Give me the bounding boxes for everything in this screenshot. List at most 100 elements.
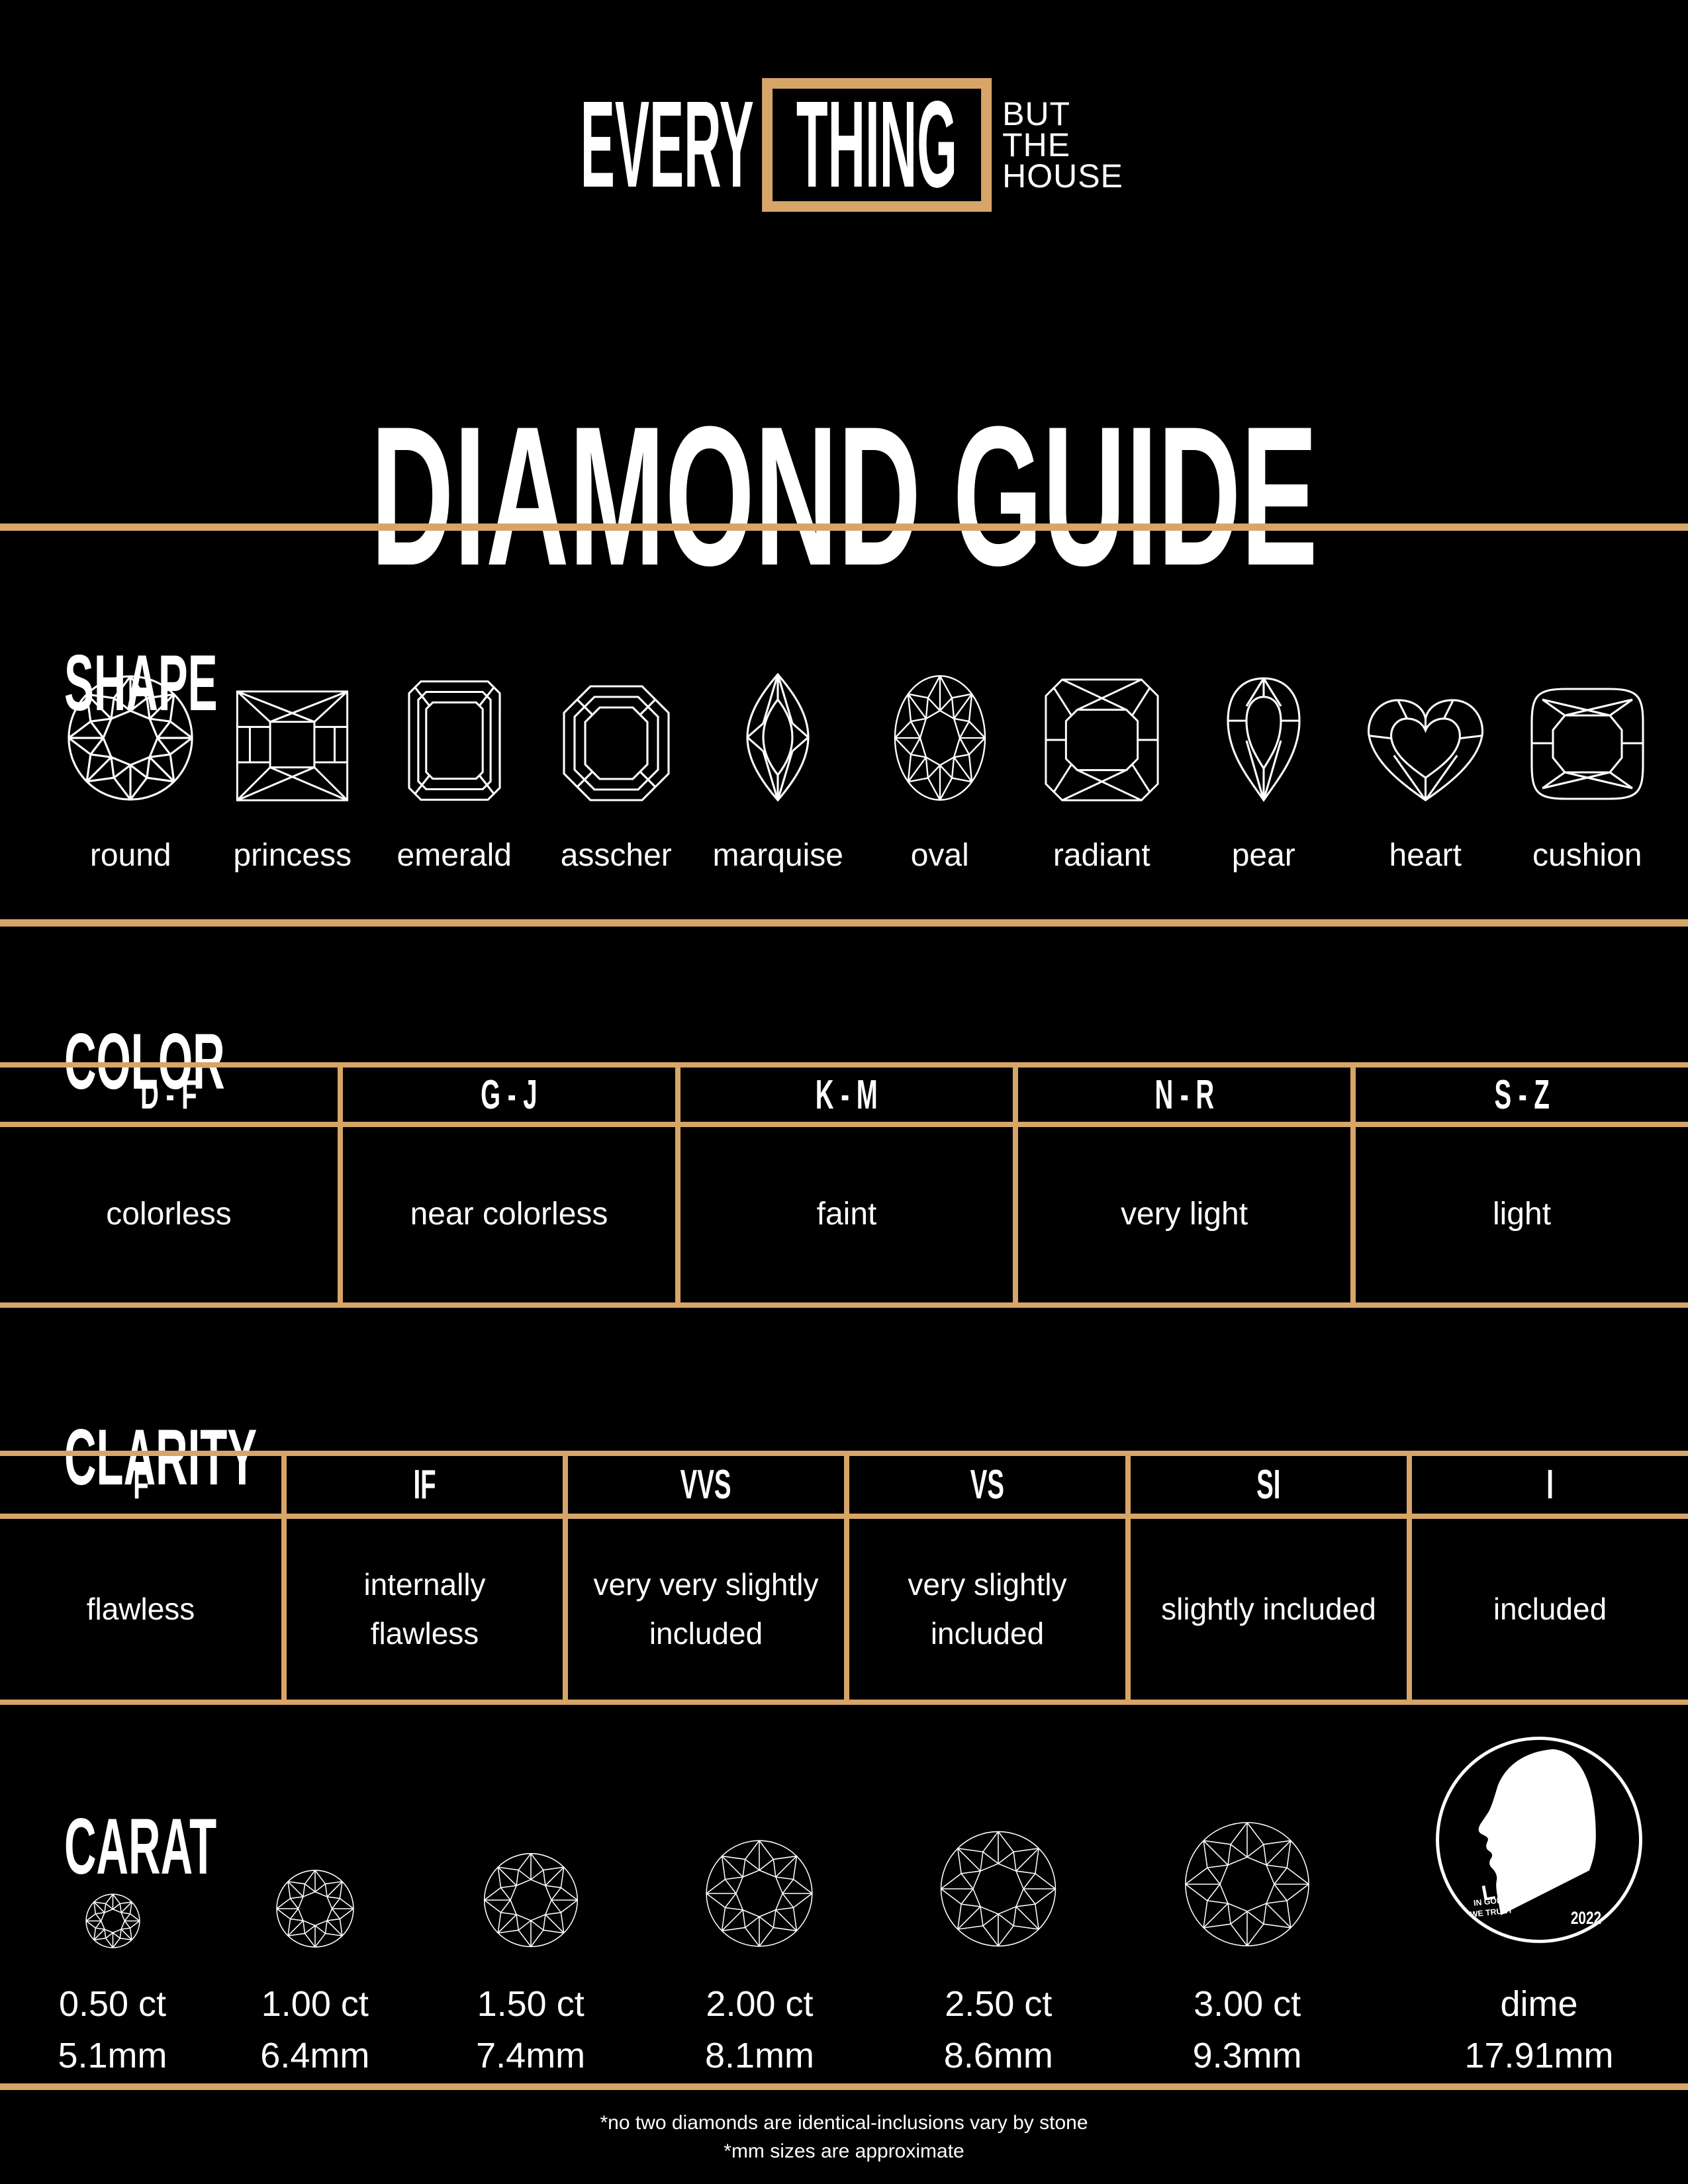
color-table-value-row: colorless near colorless faint very light li… <box>0 1127 1688 1302</box>
color-description: near colorless <box>410 1197 608 1232</box>
shape-label: radiant <box>1053 838 1150 873</box>
clarity-value-cell: flawless <box>0 1519 281 1700</box>
shape-icon-wrap <box>561 670 671 803</box>
color-header-cell: N - R <box>1013 1068 1350 1122</box>
logo-tagline: BUT THE HOUSE <box>1002 95 1123 195</box>
marquise-shape-icon <box>746 672 810 802</box>
logo-tagline-line: HOUSE <box>1002 157 1123 195</box>
asscher-shape-icon <box>563 685 670 801</box>
color-header-cell: D - F <box>0 1068 338 1122</box>
footnotes: *no two diamonds are identical-inclusion… <box>0 2109 1688 2165</box>
round-brilliant-shape-icon <box>276 1870 354 1948</box>
shape-label: emerald <box>397 838 512 873</box>
carat-weight-label: 0.50 ct <box>58 1984 167 2024</box>
color-header-cell: G - J <box>338 1068 675 1122</box>
clarity-grade: SI <box>1256 1462 1281 1508</box>
clarity-value-cell: internally flawless <box>281 1519 563 1700</box>
roosevelt-profile-silhouette <box>1478 1749 1596 1915</box>
carat-icon-wrap: LIBERTY IN GOD WE TRUST 2022 <box>1430 1727 1648 1949</box>
shape-label: round <box>89 838 171 873</box>
divider-rule <box>0 523 1688 531</box>
color-header-cell: S - Z <box>1350 1068 1688 1122</box>
carat-item-dime: LIBERTY IN GOD WE TRUST 2022 dime 17.91mm <box>1397 1727 1681 2073</box>
clarity-header-cell: VS <box>844 1456 1125 1514</box>
shape-row: round princess emerald asscher marquise oval r… <box>50 670 1668 872</box>
round-brilliant-shape-icon <box>85 1893 140 1948</box>
carat-diameter-label: 6.4mm <box>260 2036 370 2075</box>
clarity-grade: IF <box>413 1462 436 1508</box>
shape-icon-wrap <box>1043 670 1160 803</box>
clarity-description: flawless <box>86 1591 195 1626</box>
carat-diameter-label: 5.1mm <box>58 2036 167 2075</box>
shape-icon-wrap <box>1528 670 1647 803</box>
clarity-description: very slightly included <box>908 1567 1067 1651</box>
carat-weight-label: 3.00 ct <box>1194 1984 1301 2024</box>
shape-item-radiant: radiant <box>1021 670 1183 872</box>
logo-tagline-line: THE <box>1002 126 1071 163</box>
clarity-description: included <box>1493 1591 1607 1626</box>
dime-motto-line1: IN GOD <box>1473 1895 1503 1908</box>
clarity-value-cell: very slightly included <box>844 1519 1125 1700</box>
cushion-shape-icon <box>1530 688 1644 800</box>
color-grade: K - M <box>816 1071 878 1118</box>
heart-shape-icon <box>1367 699 1483 801</box>
clarity-value-cell: very very slightly included <box>563 1519 844 1700</box>
shape-item-marquise: marquise <box>697 670 859 872</box>
dime-motto-line2: WE TRUST <box>1470 1905 1513 1919</box>
shape-label: heart <box>1389 838 1462 873</box>
clarity-section-heading: CLARITY <box>64 1412 258 1502</box>
shape-item-heart: heart <box>1344 670 1507 872</box>
clarity-header-cell: VVS <box>563 1456 844 1514</box>
carat-item-3-00-ct: 3.00 ct 9.3mm <box>1141 1727 1353 2073</box>
shape-item-pear: pear <box>1183 670 1345 872</box>
carat-item-0-50-ct: 0.50 ct 5.1mm <box>36 1727 189 2073</box>
logo-word-every-text: EVERY <box>581 76 755 213</box>
color-description: faint <box>816 1197 877 1232</box>
shape-item-cushion: cushion <box>1507 670 1669 872</box>
shape-item-emerald: emerald <box>373 670 536 872</box>
shape-item-oval: oval <box>859 670 1021 872</box>
carat-row: 0.50 ct 5.1mm 1.00 ct 6.4mm 1.50 ct 7.4mm 2.00… <box>36 1727 1681 2073</box>
round-brilliant-shape-icon <box>706 1840 814 1947</box>
clarity-grade: VVS <box>680 1462 731 1508</box>
carat-icon-wrap <box>482 1727 580 1949</box>
oval-shape-icon <box>894 675 986 801</box>
ebth-logo: EVERY THING BUT THE HOUSE <box>565 78 1123 212</box>
clarity-header-cell: I <box>1407 1456 1688 1514</box>
color-header-cell: K - M <box>675 1068 1013 1122</box>
carat-item-2-50-ct: 2.50 ct 8.6mm <box>899 1727 1098 2073</box>
round-brilliant-shape-icon <box>483 1852 578 1948</box>
divider-rule <box>0 2083 1688 2090</box>
clarity-grade: VS <box>970 1462 1005 1508</box>
carat-weight-label: 2.50 ct <box>945 1984 1053 2024</box>
shape-icon-wrap <box>892 670 988 803</box>
color-description: colorless <box>106 1197 232 1232</box>
clarity-header-cell: SI <box>1125 1456 1407 1514</box>
carat-weight-label: 1.00 ct <box>261 1984 369 2024</box>
carat-icon-wrap <box>1182 1727 1312 1949</box>
color-value-cell: near colorless <box>338 1127 675 1302</box>
shape-item-princess: princess <box>212 670 374 872</box>
clarity-table-value-row: flawless internally flawless very very sli… <box>0 1519 1688 1700</box>
footnote-line: *no two diamonds are identical-inclusion… <box>600 2112 1088 2134</box>
color-grade: N - R <box>1154 1071 1214 1118</box>
carat-item-1-50-ct: 1.50 ct 7.4mm <box>442 1727 620 2073</box>
carat-weight-label: 1.50 ct <box>477 1984 585 2024</box>
page-title: DIAMOND GUIDE <box>370 385 1318 607</box>
round-brilliant-shape-icon <box>941 1831 1056 1947</box>
clarity-grade: F <box>132 1462 149 1508</box>
color-value-cell: light <box>1350 1127 1688 1302</box>
carat-weight-label: 2.00 ct <box>706 1984 814 2024</box>
color-description: light <box>1492 1197 1552 1232</box>
color-grade: S - Z <box>1494 1071 1550 1118</box>
shape-icon-wrap <box>66 670 195 803</box>
clarity-value-cell: slightly included <box>1125 1519 1407 1700</box>
pear-shape-icon <box>1227 677 1301 802</box>
carat-diameter-label: 7.4mm <box>476 2036 586 2075</box>
shape-icon-wrap <box>234 670 350 803</box>
logo-tagline-line: BUT <box>1002 95 1071 132</box>
shape-icon-wrap <box>1220 670 1307 803</box>
shape-label: oval <box>910 838 969 873</box>
